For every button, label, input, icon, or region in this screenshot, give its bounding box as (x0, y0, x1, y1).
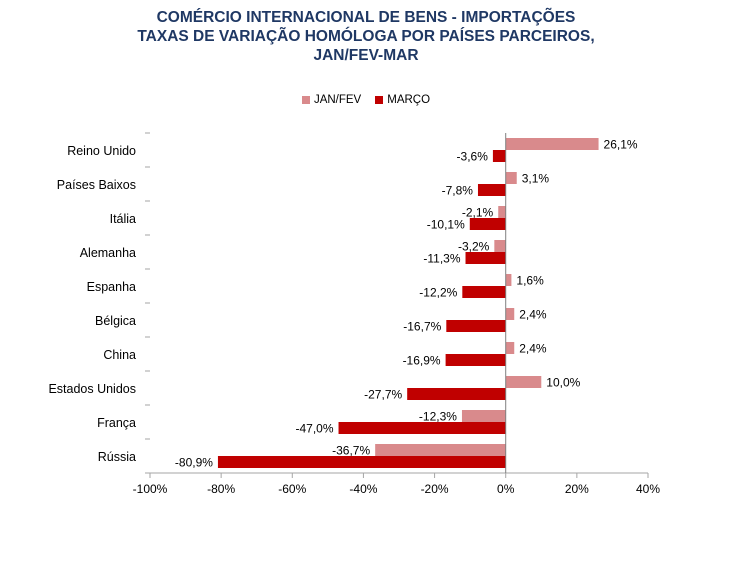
data-label-series-1: 10,0% (546, 376, 580, 390)
x-tick-label: 0% (497, 482, 515, 496)
data-label-series-2: -16,9% (403, 354, 441, 368)
bar-series-2 (465, 252, 506, 264)
x-tick-label: -80% (207, 482, 235, 496)
data-label-series-1: -36,7% (332, 444, 370, 458)
bar-series-1 (375, 444, 506, 456)
bar-series-1 (505, 138, 599, 150)
x-tick-label: -20% (421, 482, 449, 496)
bar-series-1 (461, 410, 506, 422)
legend-label-series-2: MARÇO (387, 94, 431, 106)
legend-swatch-series-1 (301, 96, 310, 104)
data-label-series-2: -7,8% (442, 184, 474, 198)
bar-series-2 (407, 388, 506, 400)
bar-series-2 (217, 456, 506, 468)
chart-title-line-1: COMÉRCIO INTERNACIONAL DE BENS - IMPORTA… (156, 9, 576, 26)
x-tick-label: -60% (278, 482, 306, 496)
data-label-series-2: -47,0% (295, 422, 333, 436)
bar-series-2 (477, 184, 506, 196)
bar-series-1 (505, 342, 515, 354)
x-tick-label: 20% (565, 482, 589, 496)
chart-title-line-3: JAN/FEV-MAR (313, 47, 419, 64)
bar-series-2 (469, 218, 506, 230)
bar-series-1 (498, 206, 506, 218)
data-label-series-1: 2,4% (519, 342, 547, 356)
data-label-series-1: -12,3% (419, 410, 457, 424)
data-label-series-2: -3,6% (457, 150, 489, 164)
category-label: China (103, 348, 136, 362)
bar-series-1 (505, 274, 512, 286)
bar-series-2 (446, 320, 506, 332)
data-label-series-1: 3,1% (522, 172, 550, 186)
category-label: Estados Unidos (48, 382, 136, 396)
bar-series-2 (338, 422, 506, 434)
legend-swatch-series-2 (375, 96, 384, 104)
bar-series-2 (492, 150, 506, 162)
category-label: Espanha (87, 280, 136, 294)
legend-label-series-1: JAN/FEV (313, 94, 362, 106)
category-label: Alemanha (80, 246, 136, 260)
category-label: Reino Unido (67, 144, 136, 158)
category-label: Países Baixos (57, 178, 136, 192)
category-label: Itália (110, 212, 136, 226)
data-label-series-2: -80,9% (175, 456, 213, 470)
x-tick-label: -100% (133, 482, 168, 496)
data-label-series-2: -16,7% (403, 320, 441, 334)
data-label-series-2: -11,3% (423, 252, 460, 266)
bar-series-1 (505, 172, 517, 184)
bar-series-1 (494, 240, 506, 252)
legend-item-series-1: JAN/FEV (301, 94, 362, 106)
chart-title-line-2: TAXAS DE VARIAÇÃO HOMÓLOGA POR PAÍSES PA… (137, 28, 595, 45)
data-label-series-1: -2,1% (462, 206, 494, 220)
data-label-series-1: 1,6% (516, 274, 544, 288)
data-label-series-1: 26,1% (604, 138, 638, 152)
data-label-series-2: -27,7% (364, 388, 402, 402)
data-label-series-1: 2,4% (519, 308, 547, 322)
bar-series-2 (445, 354, 506, 366)
chart-title: COMÉRCIO INTERNACIONAL DE BENS - IMPORTA… (0, 8, 732, 65)
bar-series-1 (505, 308, 515, 320)
data-label-series-1: -3,2% (458, 240, 490, 254)
category-label: Rússia (98, 450, 136, 464)
bar-series-1 (505, 376, 542, 388)
chart-legend: JAN/FEV MARÇO (0, 94, 732, 106)
data-label-series-2: -10,1% (427, 218, 465, 232)
x-tick-label: -40% (349, 482, 377, 496)
bar-series-2 (462, 286, 506, 298)
category-label: França (97, 416, 136, 430)
x-tick-label: 40% (636, 482, 660, 496)
legend-item-series-2: MARÇO (375, 94, 430, 106)
category-label: Bélgica (95, 314, 136, 328)
data-label-series-2: -12,2% (419, 286, 457, 300)
